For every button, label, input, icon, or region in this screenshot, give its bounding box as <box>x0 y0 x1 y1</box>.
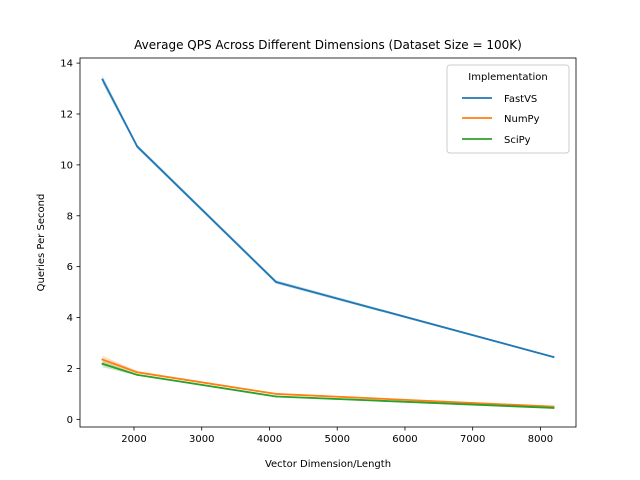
legend-label-numpy: NumPy <box>504 114 540 125</box>
series-lines <box>101 78 555 409</box>
point-numpy <box>275 393 277 395</box>
y-axis-ticks: 0 2 4 6 8 10 12 14 <box>60 59 80 426</box>
x-axis-ticks: 2000 3000 4000 5000 6000 7000 8000 <box>121 427 553 445</box>
legend-label-scipy: SciPy <box>504 135 531 146</box>
chart-title: Average QPS Across Different Dimensions … <box>134 38 522 52</box>
y-tick-label: 6 <box>67 262 73 273</box>
point-scipy <box>101 362 104 365</box>
legend-title: Implementation <box>468 72 547 83</box>
x-tick-label: 4000 <box>257 434 282 445</box>
legend-box <box>446 64 570 154</box>
x-axis-label: Vector Dimension/Length <box>265 459 391 470</box>
x-tick-label: 3000 <box>189 434 214 445</box>
x-tick-label: 2000 <box>121 434 146 445</box>
x-tick-label: 6000 <box>392 434 417 445</box>
y-axis-label: Queries Per Second <box>36 194 47 292</box>
point-fastvs <box>275 281 277 283</box>
y-tick-label: 10 <box>60 160 73 171</box>
point-fastvs <box>552 356 555 358</box>
y-tick-label: 4 <box>67 313 73 324</box>
x-tick-label: 5000 <box>324 434 349 445</box>
y-tick-label: 2 <box>67 364 73 375</box>
line-scipy <box>101 362 555 409</box>
point-numpy <box>136 371 139 374</box>
point-numpy <box>101 358 104 361</box>
legend-label-fastvs: FastVS <box>504 94 537 105</box>
point-fastvs <box>136 145 139 148</box>
plot-frame <box>79 57 577 428</box>
x-tick-label: 7000 <box>460 434 485 445</box>
y-tick-label: 14 <box>60 59 73 70</box>
point-scipy <box>275 395 277 398</box>
x-tick-label: 8000 <box>528 434 553 445</box>
point-scipy <box>552 407 555 409</box>
line-numpy <box>101 358 555 408</box>
point-scipy <box>136 373 139 376</box>
y-tick-label: 0 <box>67 415 73 426</box>
point-fastvs <box>101 78 104 81</box>
y-tick-label: 8 <box>67 211 73 222</box>
y-tick-label: 12 <box>60 109 73 120</box>
legend: Implementation FastVS NumPy SciPy <box>446 64 570 154</box>
line-fastvs <box>101 78 555 359</box>
